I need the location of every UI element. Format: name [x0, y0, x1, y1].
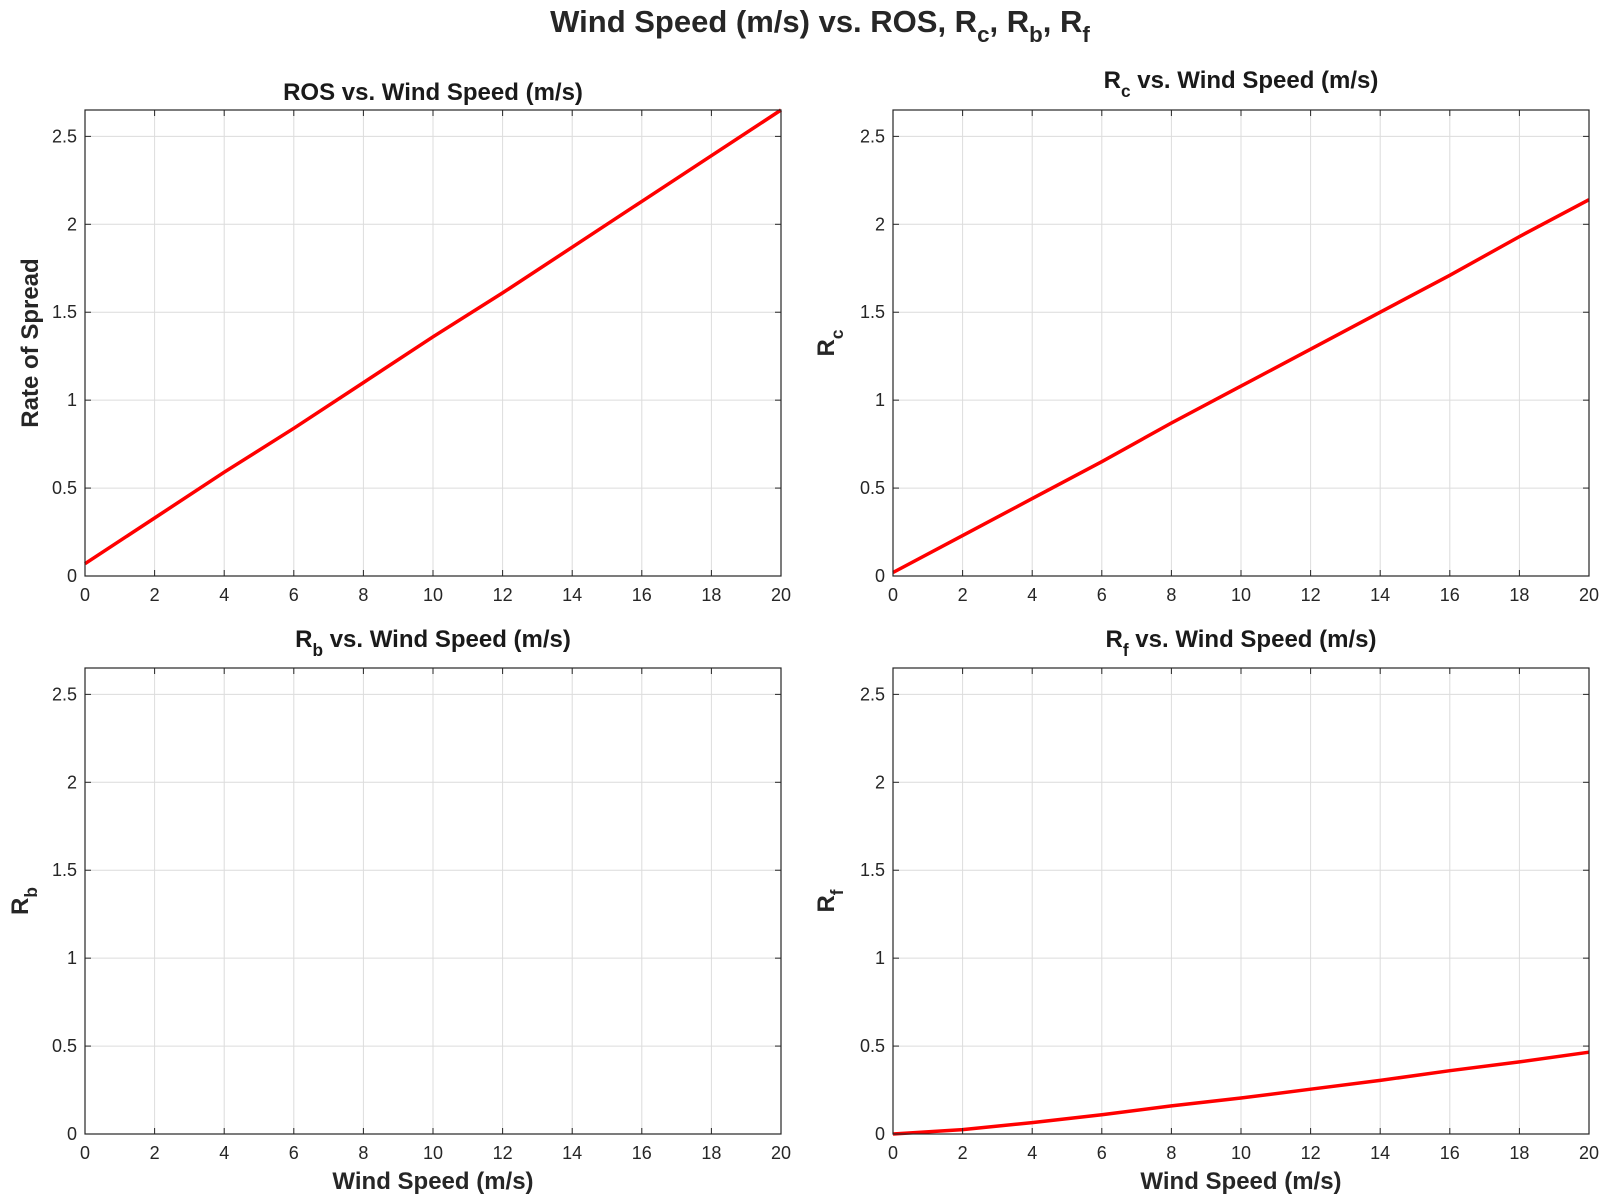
x-tick-label: 6	[289, 585, 299, 605]
y-tick-label: 1	[67, 390, 77, 410]
series-line	[892, 1050, 1590, 1136]
subplot-title: Rc vs. Wind Speed (m/s)	[1104, 67, 1379, 101]
y-tick-label: 2.5	[52, 684, 77, 704]
x-tick-label: 0	[80, 1143, 90, 1163]
x-tick-label: 10	[1231, 585, 1251, 605]
y-tick-label: 0.5	[52, 1036, 77, 1056]
x-tick-label: 16	[632, 585, 652, 605]
subplot-1: 0 2 4 6 8 10 12 14 16 18 20 0 0.5 1 1.5 2 2.5 ROS vs. Win…	[17, 79, 791, 605]
x-axis-label: Wind Speed (m/s)	[1140, 1168, 1341, 1195]
figure-title: Wind Speed (m/s) vs. ROS, Rc, Rb, Rf	[550, 4, 1090, 47]
x-tick-label: 16	[1440, 585, 1460, 605]
x-tick-label: 12	[1301, 585, 1321, 605]
y-tick-label: 0	[875, 566, 885, 586]
y-tick-label: 0.5	[860, 478, 885, 498]
y-tick-label: 1	[67, 948, 77, 968]
x-tick-label: 18	[701, 585, 721, 605]
x-tick-label: 8	[1166, 1143, 1176, 1163]
y-tick-label: 2	[67, 772, 77, 792]
x-tick-label: 12	[493, 1143, 513, 1163]
x-tick-label: 0	[888, 585, 898, 605]
x-tick-label: 2	[150, 1143, 160, 1163]
x-tick-label: 4	[219, 1143, 229, 1163]
x-tick-label: 20	[1579, 585, 1599, 605]
x-tick-label: 20	[771, 1143, 791, 1163]
x-tick-label: 8	[358, 585, 368, 605]
x-tick-label: 0	[80, 585, 90, 605]
series-line	[892, 198, 1590, 575]
y-tick-label: 0	[67, 1124, 77, 1144]
x-tick-label: 20	[771, 585, 791, 605]
y-tick-label: 1	[875, 390, 885, 410]
x-tick-label: 12	[1301, 1143, 1321, 1163]
x-tick-label: 2	[150, 585, 160, 605]
x-tick-label: 14	[562, 1143, 582, 1163]
y-tick-label: 0.5	[52, 478, 77, 498]
y-tick-label: 0	[67, 566, 77, 586]
x-axis-label: Wind Speed (m/s)	[332, 1168, 533, 1195]
x-tick-label: 14	[1370, 585, 1390, 605]
x-tick-label: 16	[1440, 1143, 1460, 1163]
x-tick-label: 0	[888, 1143, 898, 1163]
y-tick-label: 2.5	[860, 126, 885, 146]
x-tick-label: 6	[1097, 1143, 1107, 1163]
x-tick-label: 6	[1097, 585, 1107, 605]
y-axis-label: Rf	[813, 889, 847, 912]
subplot-4: 0 2 4 6 8 10 12 14 16 18 20 0 0.5 1 1.5 2 2.5 Rf vs. Wind…	[813, 626, 1599, 1195]
series-line	[84, 108, 782, 566]
y-tick-label: 1	[875, 948, 885, 968]
x-tick-label: 6	[289, 1143, 299, 1163]
x-tick-label: 2	[958, 585, 968, 605]
x-tick-label: 10	[423, 585, 443, 605]
x-tick-label: 18	[1509, 1143, 1529, 1163]
subplot-title: ROS vs. Wind Speed (m/s)	[283, 79, 583, 106]
x-tick-label: 8	[358, 1143, 368, 1163]
y-tick-label: 0.5	[860, 1036, 885, 1056]
x-tick-label: 14	[1370, 1143, 1390, 1163]
y-tick-label: 1.5	[860, 860, 885, 880]
x-tick-label: 4	[1027, 585, 1037, 605]
subplot-title: Rb vs. Wind Speed (m/s)	[295, 626, 571, 660]
y-tick-label: 2.5	[860, 684, 885, 704]
y-tick-label: 2.5	[52, 126, 77, 146]
x-tick-label: 4	[1027, 1143, 1037, 1163]
y-tick-label: 1.5	[860, 302, 885, 322]
x-tick-label: 14	[562, 585, 582, 605]
x-tick-label: 18	[1509, 585, 1529, 605]
y-tick-label: 1.5	[52, 860, 77, 880]
y-axis-label: Rate of Spread	[17, 258, 44, 427]
x-tick-label: 8	[1166, 585, 1176, 605]
subplot-2: 0 2 4 6 8 10 12 14 16 18 20 0 0.5 1 1.5 2 2.5 Rc vs. Wind…	[813, 67, 1599, 605]
x-tick-label: 16	[632, 1143, 652, 1163]
y-axis-label: Rb	[7, 887, 41, 915]
y-tick-label: 1.5	[52, 302, 77, 322]
x-tick-label: 18	[701, 1143, 721, 1163]
x-tick-label: 20	[1579, 1143, 1599, 1163]
y-tick-label: 0	[875, 1124, 885, 1144]
y-tick-label: 2	[875, 772, 885, 792]
y-tick-label: 2	[875, 214, 885, 234]
subplot-3: 0 2 4 6 8 10 12 14 16 18 20 0 0.5 1 1.5 2 2.5 Rb vs. Wind…	[7, 626, 791, 1195]
x-tick-label: 12	[493, 585, 513, 605]
x-tick-label: 10	[423, 1143, 443, 1163]
x-tick-label: 10	[1231, 1143, 1251, 1163]
subplot-title: Rf vs. Wind Speed (m/s)	[1106, 626, 1377, 660]
x-tick-label: 4	[219, 585, 229, 605]
x-tick-label: 2	[958, 1143, 968, 1163]
y-axis-label: Rc	[813, 329, 847, 356]
y-tick-label: 2	[67, 214, 77, 234]
